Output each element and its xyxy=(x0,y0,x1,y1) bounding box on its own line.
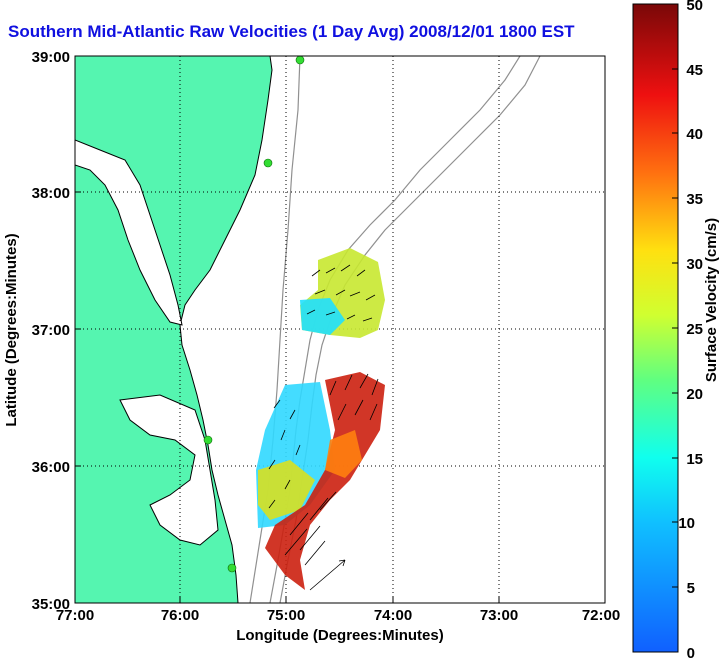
x-axis-label: Longitude (Degrees:Minutes) xyxy=(236,627,444,644)
y-tick-label: 37:00 xyxy=(32,322,70,339)
colorbar-tick-label: 45 xyxy=(686,62,703,79)
velocity-patch-orange xyxy=(325,430,362,478)
colorbar-tick-label: 10 xyxy=(678,515,695,532)
colorbar-label: Surface Velocity (cm/s) xyxy=(703,218,720,382)
x-tick-label: 76:00 xyxy=(161,607,199,624)
colorbar-tick-label: 40 xyxy=(686,126,703,143)
colorbar-tick-label: 25 xyxy=(686,321,703,338)
station-marker xyxy=(295,55,305,65)
colorbar-tick-label: 0 xyxy=(687,645,695,659)
station-marker xyxy=(263,158,273,168)
y-tick-label: 39:00 xyxy=(32,49,70,66)
y-tick-label: 35:00 xyxy=(32,596,70,613)
velocity-patch-north-slow xyxy=(300,298,345,335)
y-tick-label: 38:00 xyxy=(32,185,70,202)
colorbar-tick-label: 35 xyxy=(686,191,703,208)
colorbar-tick-label: 5 xyxy=(687,580,695,597)
y-tick-label: 36:00 xyxy=(32,459,70,476)
x-tick-label: 75:00 xyxy=(267,607,305,624)
map-title: Southern Mid-Atlantic Raw Velocities (1 … xyxy=(8,22,575,41)
colorbar-tick-label: 15 xyxy=(686,451,703,468)
station-marker xyxy=(227,563,237,573)
x-tick-label: 73:00 xyxy=(480,607,518,624)
velocity-patch-south-fast xyxy=(265,372,385,590)
velocity-patch-south-mid xyxy=(258,460,315,520)
pamlico-sound xyxy=(119,394,219,546)
colorbar-tick-label: 20 xyxy=(686,386,703,403)
x-tick-label: 72:00 xyxy=(582,607,620,624)
colorbar xyxy=(632,3,679,653)
chesapeake-bay xyxy=(75,139,183,326)
y-axis-label: Latitude (Degrees:Minutes) xyxy=(3,233,20,426)
velocity-vectors xyxy=(268,264,379,591)
station-marker xyxy=(203,435,213,445)
colorbar-tick-label: 50 xyxy=(686,0,703,14)
x-tick-label: 74:00 xyxy=(374,607,412,624)
x-tick-label: 77:00 xyxy=(56,607,94,624)
colorbar-tick-label: 30 xyxy=(686,256,703,273)
